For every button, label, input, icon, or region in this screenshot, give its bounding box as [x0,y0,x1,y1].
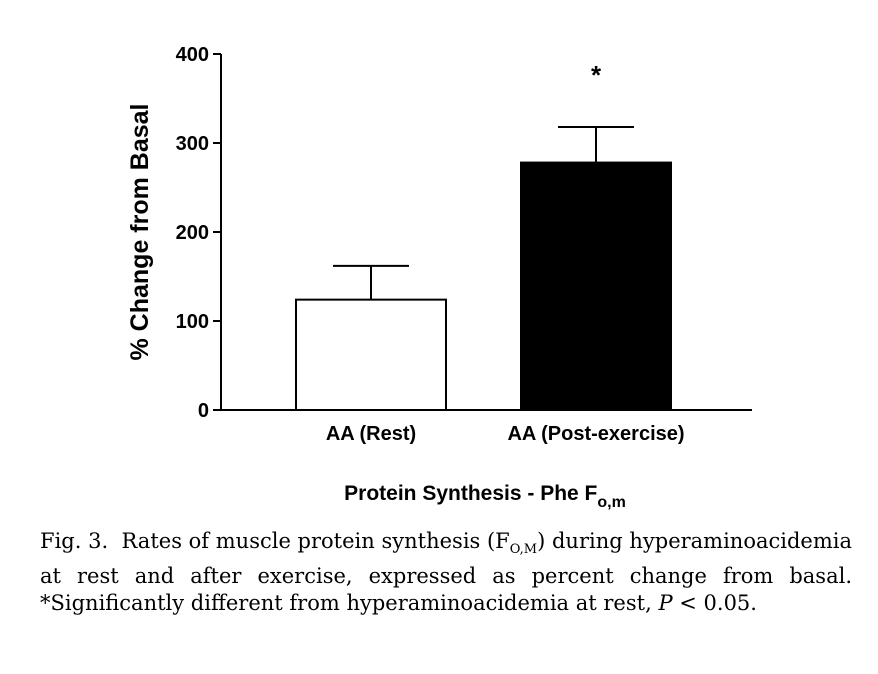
y-tick-label: 200 [176,222,209,244]
category-label: AA (Rest) [326,423,416,445]
caption-p-value: < 0.05. [679,591,757,616]
caption-text-1: Rates of muscle protein synthesis (F [121,529,510,553]
y-axis-label: % Change from Basal [126,103,154,360]
caption-subscript: O,M [509,542,538,558]
chart-labels: 0 100 200 300 400 AA (Rest) AA (Post-exercise)… [176,44,685,445]
bar [295,298,447,412]
y-tick-label: 100 [176,311,209,333]
figure-caption: Fig. 3. Rates of muscle protein synthesi… [40,528,852,617]
y-tick-label: 0 [198,400,209,422]
significance-marker: * [591,60,602,90]
y-tick-label: 400 [176,44,209,66]
caption-p-symbol: P [658,591,673,616]
caption-label: Fig. 3. [40,529,109,553]
x-axis-label-main: Protein Synthesis - Phe F [344,482,597,505]
chart-bars [295,125,672,412]
bar [520,161,672,411]
caption-text-2: ) during hyperaminoacidemia at rest and … [40,529,852,616]
x-axis-label-subscript: o,m [597,494,625,511]
x-axis-label: Protein Synthesis - Phe Fo,m [344,482,626,511]
category-label: AA (Post-exercise) [507,423,684,445]
y-tick-label: 300 [176,133,209,155]
